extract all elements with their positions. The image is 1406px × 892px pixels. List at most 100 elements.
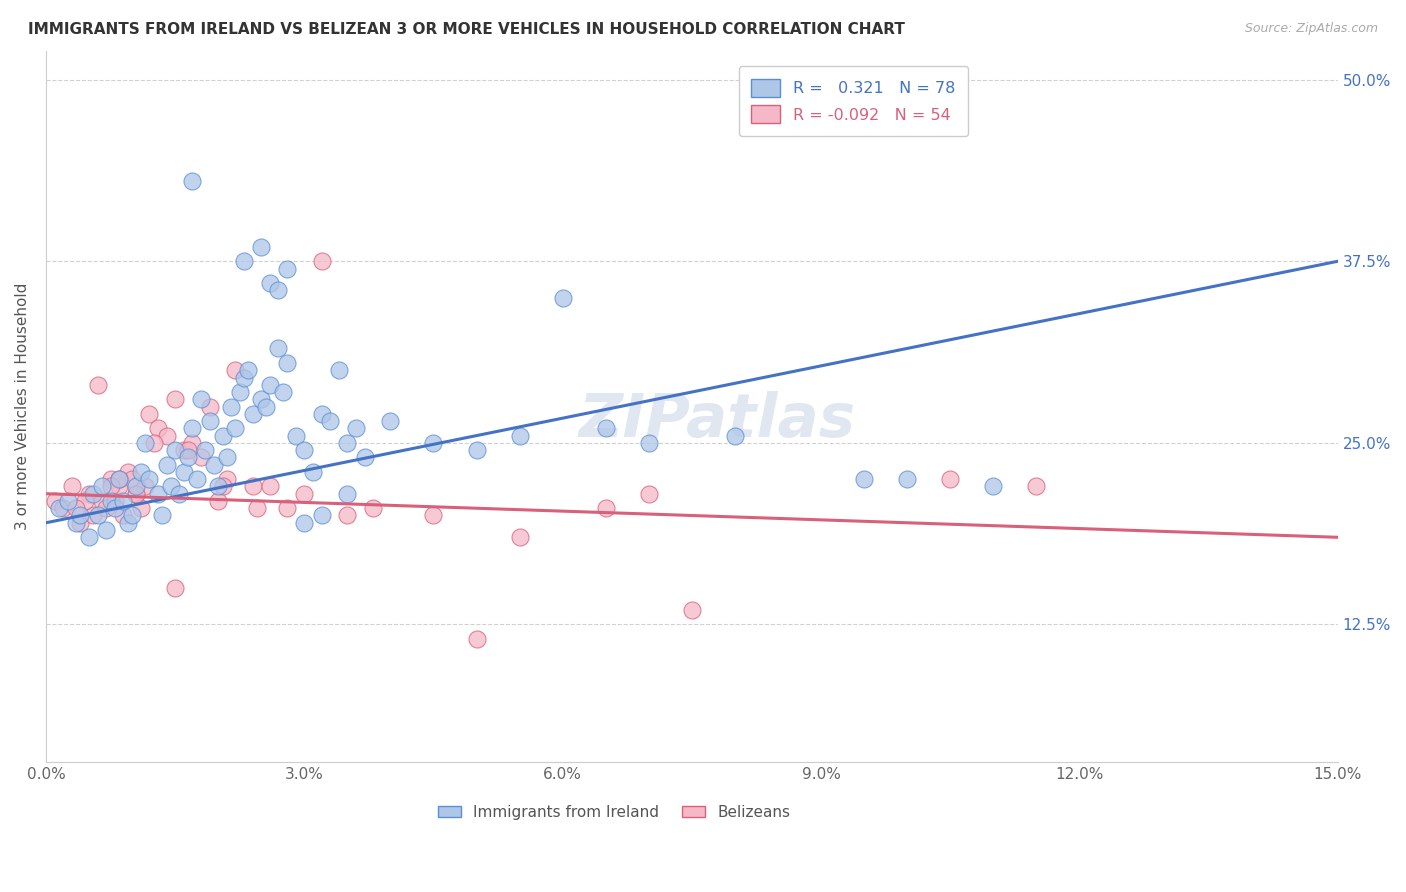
Point	[138, 407, 160, 421]
Point	[108, 479, 131, 493]
Point	[69, 516, 91, 530]
Point	[292, 443, 315, 458]
Point	[165, 443, 187, 458]
Point	[215, 450, 238, 465]
Point	[311, 508, 333, 523]
Point	[380, 414, 402, 428]
Text: Source: ZipAtlas.com: Source: ZipAtlas.com	[1244, 22, 1378, 36]
Point	[146, 421, 169, 435]
Point	[129, 465, 152, 479]
Point	[551, 291, 574, 305]
Point	[186, 472, 208, 486]
Point	[271, 384, 294, 399]
Point	[302, 465, 325, 479]
Point	[198, 400, 221, 414]
Point	[60, 479, 83, 493]
Point	[77, 486, 100, 500]
Point	[336, 486, 359, 500]
Point	[155, 458, 177, 472]
Point	[422, 508, 444, 523]
Point	[336, 435, 359, 450]
Point	[104, 494, 127, 508]
Point	[259, 276, 281, 290]
Point	[595, 421, 617, 435]
Point	[595, 501, 617, 516]
Point	[125, 479, 148, 493]
Point	[981, 479, 1004, 493]
Point	[82, 486, 104, 500]
Point	[250, 240, 273, 254]
Point	[637, 435, 659, 450]
Point	[254, 400, 277, 414]
Point	[181, 174, 204, 188]
Point	[276, 356, 298, 370]
Point	[91, 479, 114, 493]
Legend: Immigrants from Ireland, Belizeans: Immigrants from Ireland, Belizeans	[432, 798, 797, 826]
Point	[121, 508, 143, 523]
Point	[173, 465, 195, 479]
Point	[233, 254, 256, 268]
Point	[211, 428, 233, 442]
Point	[259, 377, 281, 392]
Point	[311, 407, 333, 421]
Point	[207, 479, 229, 493]
Point	[509, 530, 531, 544]
Point	[165, 581, 187, 595]
Point	[250, 392, 273, 407]
Point	[224, 363, 246, 377]
Point	[82, 508, 104, 523]
Point	[155, 428, 177, 442]
Point	[112, 494, 135, 508]
Point	[292, 486, 315, 500]
Point	[86, 508, 108, 523]
Point	[104, 501, 127, 516]
Point	[125, 486, 148, 500]
Point	[242, 479, 264, 493]
Point	[77, 530, 100, 544]
Point	[276, 501, 298, 516]
Point	[181, 435, 204, 450]
Point	[44, 494, 66, 508]
Point	[284, 428, 307, 442]
Point	[129, 501, 152, 516]
Point	[100, 479, 122, 493]
Point	[361, 501, 384, 516]
Point	[190, 450, 212, 465]
Point	[86, 377, 108, 392]
Point	[246, 501, 269, 516]
Point	[117, 465, 139, 479]
Point	[181, 421, 204, 435]
Point	[177, 443, 200, 458]
Text: IMMIGRANTS FROM IRELAND VS BELIZEAN 3 OR MORE VEHICLES IN HOUSEHOLD CORRELATION : IMMIGRANTS FROM IRELAND VS BELIZEAN 3 OR…	[28, 22, 905, 37]
Point	[353, 450, 375, 465]
Point	[896, 472, 918, 486]
Point	[319, 414, 342, 428]
Point	[173, 443, 195, 458]
Point	[853, 472, 876, 486]
Point	[292, 516, 315, 530]
Point	[422, 435, 444, 450]
Y-axis label: 3 or more Vehicles in Household: 3 or more Vehicles in Household	[15, 283, 30, 530]
Point	[207, 494, 229, 508]
Point	[142, 435, 165, 450]
Point	[165, 392, 187, 407]
Point	[134, 435, 156, 450]
Point	[169, 486, 191, 500]
Point	[134, 479, 156, 493]
Point	[65, 516, 87, 530]
Point	[100, 472, 122, 486]
Point	[125, 486, 148, 500]
Point	[96, 523, 118, 537]
Point	[215, 472, 238, 486]
Point	[146, 486, 169, 500]
Point	[121, 472, 143, 486]
Point	[160, 479, 183, 493]
Point	[311, 254, 333, 268]
Point	[69, 508, 91, 523]
Point	[259, 479, 281, 493]
Point	[52, 501, 75, 516]
Point	[91, 494, 114, 508]
Point	[177, 450, 200, 465]
Point	[465, 443, 488, 458]
Point	[56, 494, 79, 508]
